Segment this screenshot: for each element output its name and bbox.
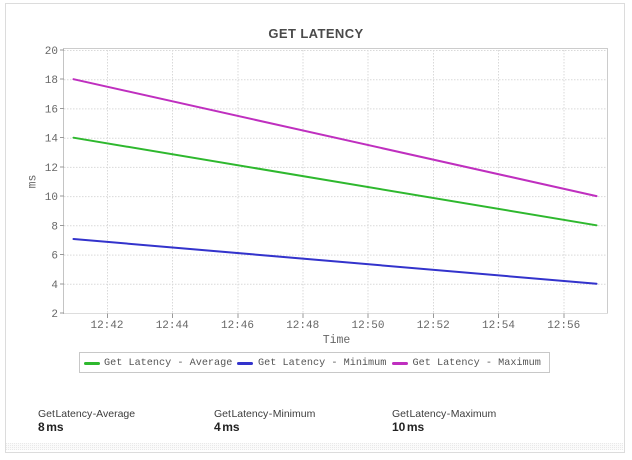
svg-text:12:56: 12:56: [547, 320, 580, 332]
svg-text:12: 12: [45, 163, 58, 175]
svg-text:12:52: 12:52: [417, 320, 450, 332]
svg-text:4: 4: [51, 280, 58, 292]
svg-text:Time: Time: [323, 334, 351, 347]
svg-text:18: 18: [45, 75, 58, 87]
svg-text:10: 10: [45, 192, 58, 204]
svg-text:2: 2: [51, 309, 58, 321]
svg-text:12:48: 12:48: [286, 320, 319, 332]
svg-text:12:54: 12:54: [482, 320, 515, 332]
svg-text:12:46: 12:46: [221, 320, 254, 332]
svg-text:6: 6: [51, 251, 58, 263]
svg-text:12:42: 12:42: [90, 320, 123, 332]
svg-text:20: 20: [45, 46, 58, 58]
svg-text:14: 14: [45, 134, 59, 146]
svg-text:12:44: 12:44: [156, 320, 189, 332]
svg-text:12:50: 12:50: [351, 320, 384, 332]
svg-text:ms: ms: [27, 175, 40, 189]
svg-text:8: 8: [51, 221, 58, 233]
svg-text:16: 16: [45, 104, 58, 116]
